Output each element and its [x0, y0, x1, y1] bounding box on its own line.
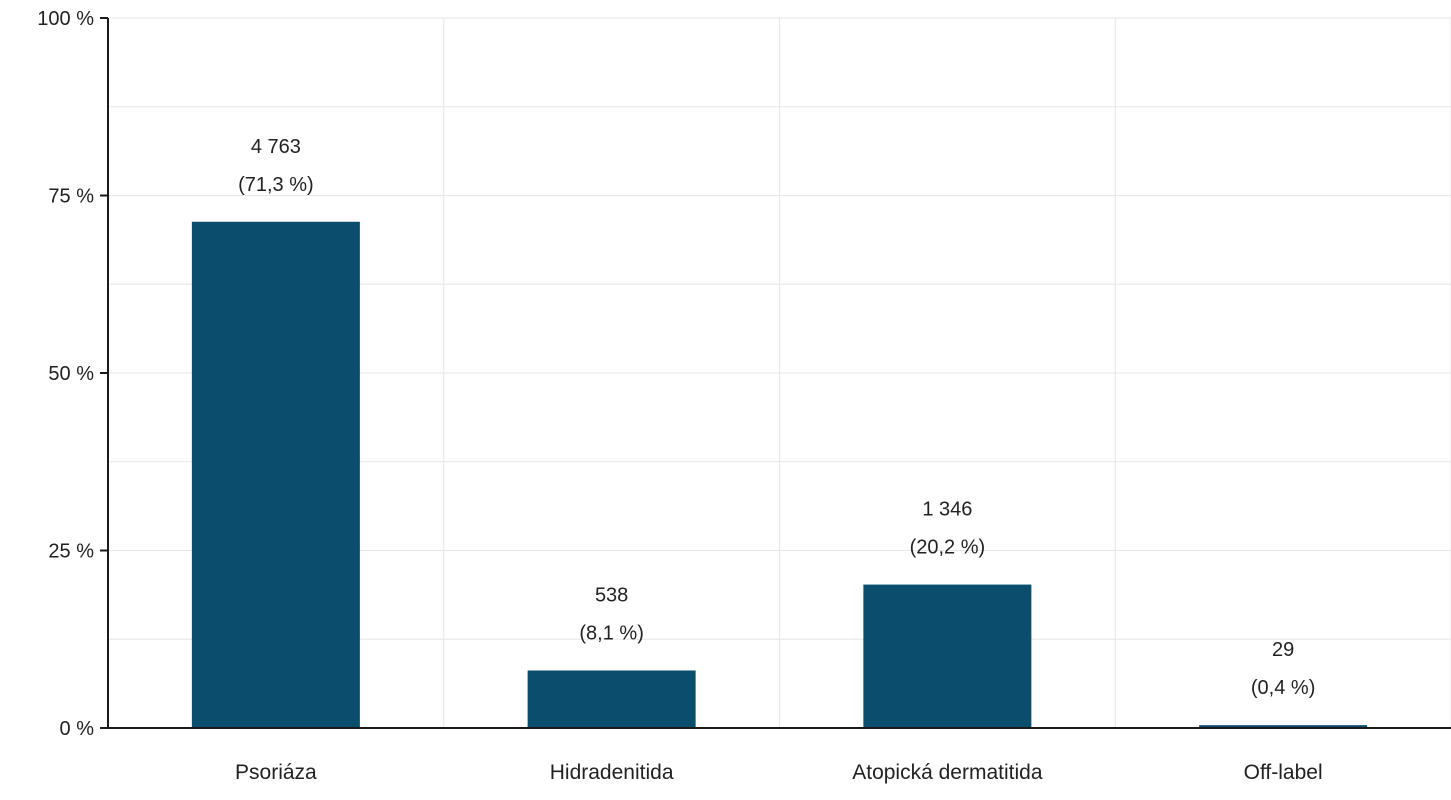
bar — [191, 221, 360, 728]
bar-count-label: 1 346 — [922, 499, 972, 521]
bar — [527, 670, 696, 728]
bar-count-label: 538 — [595, 584, 628, 606]
bar-count-label: 4 763 — [251, 136, 301, 158]
category-label: Psoriáza — [235, 761, 317, 784]
y-tick-label: 0 % — [60, 718, 95, 740]
bars — [191, 221, 1368, 728]
y-tick-label: 50 % — [48, 363, 94, 385]
y-tick-label: 25 % — [48, 541, 94, 563]
bar — [1199, 725, 1368, 728]
bar-percent-label: (71,3 %) — [238, 174, 314, 196]
bar-percent-label: (20,2 %) — [910, 537, 986, 559]
y-tick-label: 100 % — [37, 8, 94, 30]
category-label: Atopická dermatitida — [852, 761, 1043, 784]
bar-count-label: 29 — [1272, 639, 1294, 661]
category-label: Hidradenitida — [550, 761, 674, 784]
bar-percent-label: (0,4 %) — [1251, 677, 1315, 699]
y-tick-labels: 0 % 25 % 50 % 75 % 100 % — [37, 8, 108, 740]
data-labels: 4 763 (71,3 %) 538 (8,1 %) 1 346 (20,2 %) 29 (0… — [238, 136, 1315, 699]
category-label: Off-label — [1244, 761, 1323, 784]
category-labels: Psoriáza Hidradenitida Atopická dermatitid… — [235, 761, 1323, 784]
y-tick-label: 75 % — [48, 186, 94, 208]
bar — [863, 584, 1032, 728]
bar-percent-label: (8,1 %) — [579, 622, 643, 644]
